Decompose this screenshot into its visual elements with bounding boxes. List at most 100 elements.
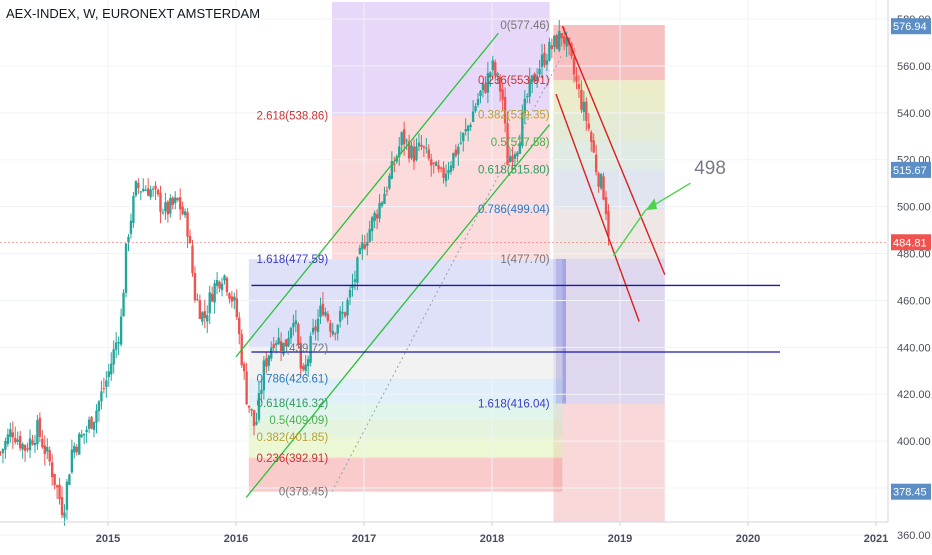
candle-body (134, 181, 138, 196)
candle-body (580, 89, 583, 110)
candle-body (146, 188, 150, 196)
price-badge-label: 484.81 (893, 237, 927, 249)
candle-body (434, 162, 438, 167)
projection-path (613, 209, 647, 257)
candle-body (575, 76, 578, 82)
candle-body (201, 312, 204, 322)
candle-body (297, 323, 300, 345)
fib-level-label: 0.382(401.85) (257, 432, 329, 444)
candle-body (193, 272, 197, 301)
candle-body (329, 323, 332, 332)
candle-body (356, 257, 359, 283)
grid-layer (0, 0, 888, 536)
fib-zone-band (553, 25, 665, 81)
candle-body (279, 341, 283, 352)
channel-lower-line (245, 124, 551, 498)
fib-level-label: 0.618(416.32) (257, 398, 329, 410)
down-channel-lower (555, 93, 640, 322)
candle-body (21, 444, 24, 450)
candle-body (540, 54, 544, 68)
candle-body (528, 78, 531, 97)
candle-body (26, 448, 29, 450)
candle-body (558, 30, 561, 51)
price-badge (891, 483, 931, 500)
candle-body (277, 337, 280, 344)
candle-body (31, 440, 34, 445)
candle-body (306, 359, 310, 367)
candle-body (430, 159, 433, 166)
candle-body (338, 310, 342, 322)
annotation-arrowhead (645, 198, 658, 211)
candle-body (235, 298, 238, 318)
price-badge-label: 576.94 (893, 21, 927, 33)
candle-body (191, 245, 194, 274)
fib-level-label: 0(378.45) (279, 487, 328, 499)
candle-body (0, 452, 2, 454)
fib-ext-zone (332, 2, 550, 116)
candle-body (252, 410, 256, 426)
candle-body (452, 152, 455, 169)
candle-body (523, 98, 526, 114)
candle-body (73, 445, 76, 453)
candle-body (218, 281, 221, 289)
candle-body (95, 410, 98, 423)
fib-labels-layer: 0(577.46) 0.236(553.91) 0.382(539.35) 0.5(5… (257, 20, 550, 499)
candle-body (348, 289, 352, 298)
x-tick-label: 2020 (736, 533, 760, 545)
candle-body (518, 142, 522, 154)
candle-body (346, 299, 349, 316)
candle-body (476, 99, 480, 105)
candle-body (454, 149, 458, 156)
candle-body (321, 303, 325, 316)
candle-body (390, 161, 394, 179)
candle-body (38, 417, 42, 437)
candle-body (373, 212, 376, 221)
candle-body (50, 462, 54, 478)
candle-body (550, 45, 554, 49)
candle-body (169, 198, 172, 214)
fib-level-label: 0.5(409.09) (269, 415, 328, 427)
candle-body (176, 198, 179, 201)
fib-zone-band (553, 141, 665, 170)
candle-body (439, 167, 443, 169)
candle-body (462, 132, 465, 142)
candle-body (341, 312, 344, 314)
candle-body (553, 35, 556, 47)
candle-body (366, 242, 369, 247)
fib-zone-band (553, 80, 665, 115)
candle-body (82, 433, 86, 436)
candle-body (124, 243, 128, 293)
candle-body (127, 236, 130, 243)
candle-body (334, 333, 337, 335)
candle-body (466, 125, 470, 132)
candle-body (11, 432, 14, 438)
candle-body (607, 211, 610, 237)
fib-ext-band (248, 419, 563, 437)
candle-body (36, 420, 39, 445)
y-tick-label: 560.00 (897, 61, 931, 73)
candle-body (242, 363, 246, 372)
candle-body (233, 296, 236, 301)
candle-body (420, 144, 423, 147)
candle-body (55, 485, 59, 488)
fib-ext-zone (332, 115, 550, 260)
candle-body (250, 408, 253, 411)
candle-body (602, 176, 605, 200)
candle-body (274, 343, 278, 345)
y-tick-label: 460.00 (897, 295, 931, 307)
candle-body (535, 77, 539, 80)
candle-body (494, 62, 497, 76)
down-channel-upper (561, 25, 666, 275)
candle-body (400, 132, 403, 146)
fib-level-label: 0.786(426.61) (257, 374, 329, 386)
candle-body (412, 146, 416, 162)
candle-body (267, 355, 270, 366)
candle-body (41, 438, 44, 448)
fib-zone-band (553, 169, 665, 209)
candle-body (186, 212, 189, 237)
candle-body (491, 60, 494, 71)
candle-body (587, 123, 590, 129)
candle-body (422, 146, 426, 148)
